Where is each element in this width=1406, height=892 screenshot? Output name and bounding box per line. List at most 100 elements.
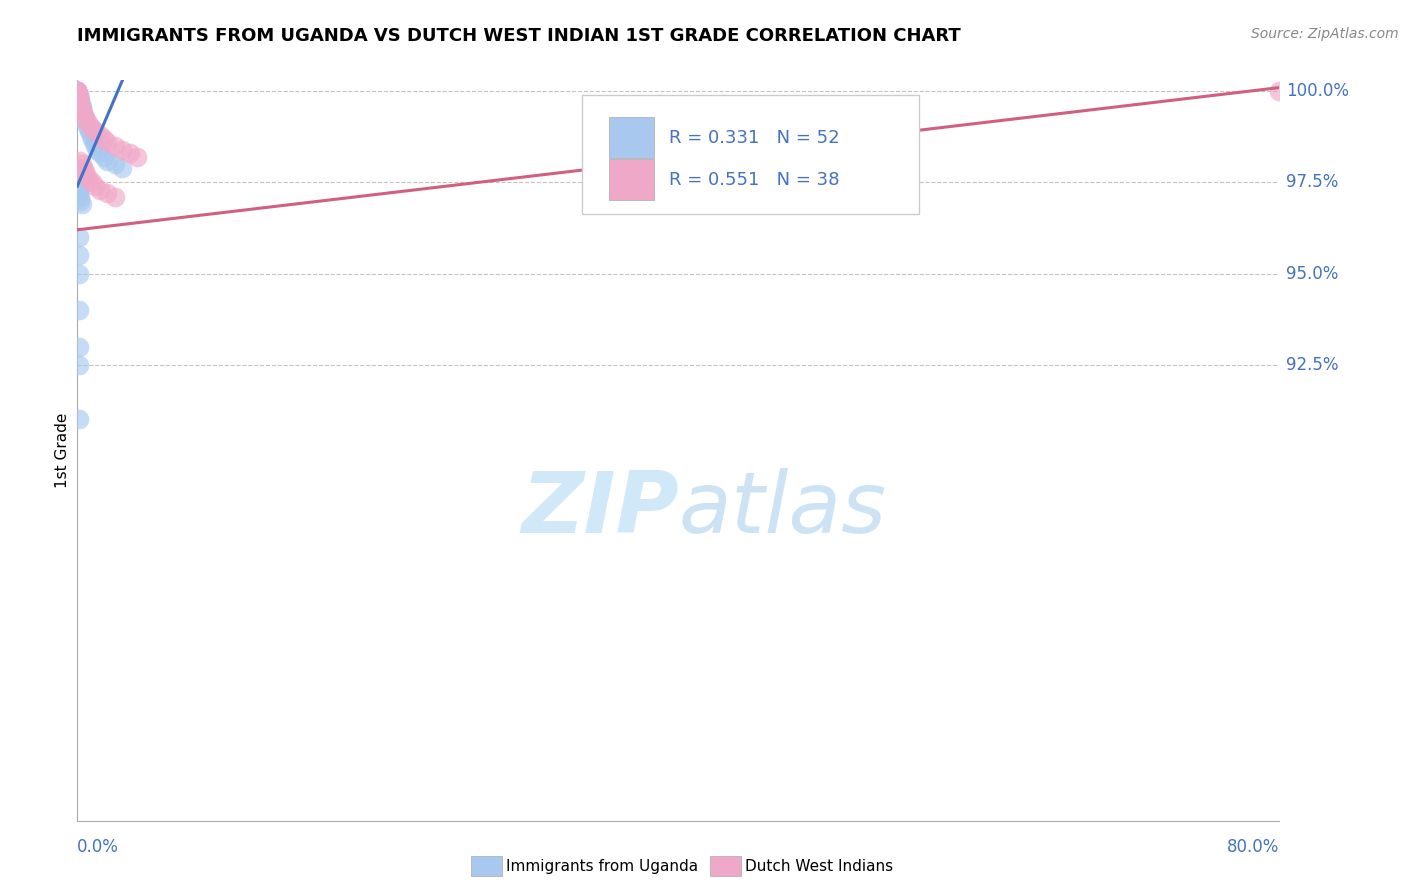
Point [70,103,93,117]
Point [66,99,89,113]
Point [67,186,90,201]
Point [89,146,111,161]
Text: 0.0%: 0.0% [77,838,120,856]
Point [69,153,91,168]
Point [69,190,91,204]
Point [67,339,90,353]
Point [66,84,89,98]
Point [70,157,93,171]
Point [84,179,107,194]
Text: atlas: atlas [679,468,886,551]
Point [67,230,90,244]
Point [127,150,149,164]
Point [66,84,89,98]
Point [75,168,97,182]
FancyBboxPatch shape [582,95,920,213]
Point [66,84,89,98]
Point [70,197,93,211]
Point [79,124,101,138]
Text: 92.5%: 92.5% [1286,356,1339,374]
Point [75,117,97,131]
Point [84,124,107,138]
Point [67,168,90,182]
Point [66,87,89,102]
Point [66,84,89,98]
Point [67,248,90,262]
Point [104,139,127,153]
Point [79,117,101,131]
Point [67,171,90,186]
Point [82,131,104,145]
Point [67,99,90,113]
Point [73,164,96,178]
Point [79,171,101,186]
Text: R = 0.551   N = 38: R = 0.551 N = 38 [669,171,839,189]
Point [96,153,118,168]
Point [67,358,90,372]
Text: Source: ZipAtlas.com: Source: ZipAtlas.com [1251,27,1399,41]
Point [75,113,97,128]
Point [66,84,89,98]
Point [66,84,89,98]
Point [80,128,103,142]
Point [66,84,89,98]
Point [66,84,89,98]
Text: 97.5%: 97.5% [1286,173,1339,192]
Point [66,84,89,98]
Point [70,103,93,117]
Text: Immigrants from Uganda: Immigrants from Uganda [506,859,699,873]
Point [67,164,90,178]
Text: ZIP: ZIP [520,468,679,551]
Point [73,110,96,124]
Point [67,303,90,318]
Point [69,99,91,113]
Point [66,84,89,98]
Point [111,143,134,157]
Point [66,84,89,98]
Point [96,186,118,201]
Point [72,161,94,175]
Point [86,143,108,157]
Bar [609,118,654,158]
Point [67,87,90,102]
Point [72,106,94,120]
Point [93,131,115,145]
Y-axis label: 1st Grade: 1st Grade [55,413,70,488]
Point [70,99,93,113]
Point [66,84,89,98]
Point [89,183,111,197]
Point [66,84,89,98]
Text: 95.0%: 95.0% [1286,265,1339,283]
Text: 100.0%: 100.0% [1286,82,1350,100]
Text: IMMIGRANTS FROM UGANDA VS DUTCH WEST INDIAN 1ST GRADE CORRELATION CHART: IMMIGRANTS FROM UGANDA VS DUTCH WEST IND… [77,27,962,45]
Point [66,84,89,98]
Point [66,84,89,98]
Point [67,412,90,426]
Point [104,190,127,204]
Text: 80.0%: 80.0% [1227,838,1279,856]
Point [67,91,90,105]
Point [69,91,91,105]
Point [118,146,141,161]
Point [67,175,90,189]
Point [73,113,96,128]
Point [67,267,90,281]
Point [67,87,90,102]
Point [72,106,94,120]
Point [1268,84,1291,98]
Point [66,95,89,110]
Point [82,175,104,189]
Point [67,91,90,105]
Point [76,120,98,135]
Point [67,183,90,197]
Point [93,150,115,164]
Point [67,95,90,110]
Point [83,136,105,150]
Point [82,120,104,135]
Point [84,139,107,153]
Point [96,136,118,150]
Point [72,110,94,124]
Point [104,157,127,171]
Point [67,179,90,194]
Bar [609,160,654,200]
